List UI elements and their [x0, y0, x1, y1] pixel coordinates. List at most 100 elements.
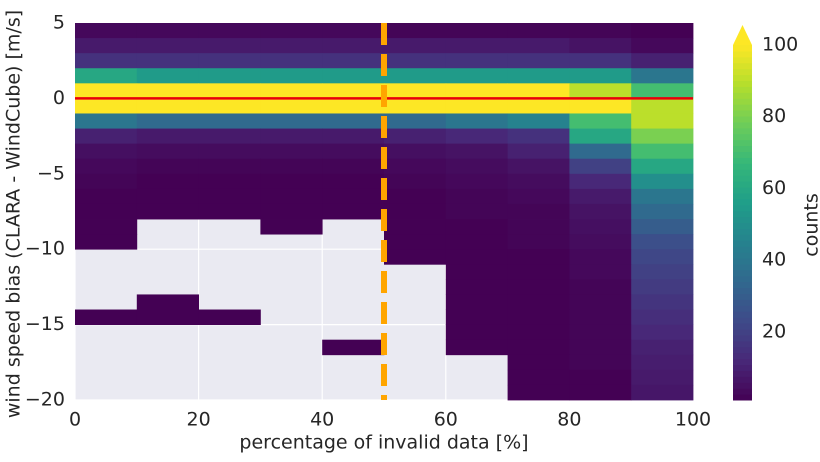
hist-cell [199, 98, 261, 113]
y-axis-label: wind speed bias (CLARA - WindCube) [m/s] [3, 10, 25, 418]
colorbar-segment [733, 134, 752, 140]
colorbar-segment [733, 294, 752, 300]
hist-cell [631, 234, 693, 249]
colorbar-segment [733, 199, 752, 205]
hist-cell [631, 68, 693, 83]
hist-cell [569, 68, 631, 83]
hist-cell [199, 174, 261, 189]
colorbar-tick-label: 80 [762, 105, 786, 127]
colorbar-segment [733, 81, 752, 87]
hist-cell [446, 264, 508, 279]
colorbar-segment [733, 98, 752, 104]
colorbar-label: counts [801, 193, 820, 257]
hist-cell [446, 219, 508, 234]
hist-cell [137, 53, 199, 68]
hist-cell [384, 189, 446, 204]
colorbar-segment [733, 205, 752, 211]
hist-cell [322, 204, 384, 219]
hist-cell [631, 53, 693, 68]
hist-cell [631, 113, 693, 128]
hist-cell [631, 159, 693, 174]
hist-cell [508, 355, 570, 370]
hist-cell [260, 68, 322, 83]
hist-cell [631, 294, 693, 309]
hist-cell [75, 113, 137, 128]
x-axis-label: percentage of invalid data [%] [239, 432, 528, 454]
hist-cell [260, 219, 322, 234]
hist-cell [322, 113, 384, 128]
hist-cell [137, 189, 199, 204]
colorbar-segment [733, 75, 752, 81]
hist-cell [569, 98, 631, 113]
hist-cell [508, 144, 570, 159]
hist-cell [446, 204, 508, 219]
y-tick-label: −15 [25, 313, 65, 335]
x-tick-label: 60 [434, 409, 458, 431]
hist-cell [322, 174, 384, 189]
hist-cell [569, 249, 631, 264]
hist-cell [137, 159, 199, 174]
hist-cell [508, 113, 570, 128]
hist-cell [631, 38, 693, 53]
hist-cell [569, 294, 631, 309]
hist-cell [384, 129, 446, 144]
hist-cell [199, 129, 261, 144]
hist-cell [75, 234, 137, 249]
hist-cell [508, 159, 570, 174]
hist-cell [260, 83, 322, 98]
hist-cell [199, 68, 261, 83]
hist-cell [508, 219, 570, 234]
colorbar-segment [733, 394, 752, 400]
hist-cell [446, 325, 508, 340]
hist-cell [75, 129, 137, 144]
colorbar-segment [733, 370, 752, 376]
hist-cell [508, 370, 570, 385]
colorbar-segment [733, 217, 752, 223]
hist-cell [260, 98, 322, 113]
hist-cell [199, 113, 261, 128]
y-tick-label: −5 [37, 162, 65, 184]
colorbar-segment [733, 329, 752, 335]
hist-cell [137, 83, 199, 98]
hist-cell [322, 68, 384, 83]
hist-cell [508, 234, 570, 249]
y-tick-label: 5 [53, 12, 65, 34]
hist-cell [631, 264, 693, 279]
hist-cell [260, 38, 322, 53]
colorbar-segment [733, 341, 752, 347]
colorbar-segment [733, 69, 752, 75]
hist-cell [75, 83, 137, 98]
hist-cell [260, 204, 322, 219]
colorbar-segment [733, 347, 752, 353]
colorbar-segment [733, 335, 752, 341]
hist-cell [508, 129, 570, 144]
hist-cell [260, 189, 322, 204]
colorbar-segment [733, 140, 752, 146]
hist-cell [137, 310, 199, 325]
colorbar-segment [733, 175, 752, 181]
hist-cell [631, 340, 693, 355]
hist-cell [199, 159, 261, 174]
hist-cell [508, 385, 570, 400]
hist-cell [384, 159, 446, 174]
colorbar-segment [733, 270, 752, 276]
hist-cell [384, 174, 446, 189]
hist-cell [260, 159, 322, 174]
colorbar-segment [733, 305, 752, 311]
hist-cell [569, 83, 631, 98]
hist-cell [260, 129, 322, 144]
hist-cell [569, 23, 631, 38]
x-tick-label: 80 [557, 409, 581, 431]
colorbar-tick-label: 100 [762, 34, 798, 56]
colorbar-segment [733, 276, 752, 282]
hist-cell [631, 325, 693, 340]
hist-cell [384, 53, 446, 68]
hist-cell [322, 38, 384, 53]
colorbar-segment [733, 359, 752, 365]
hist-cell [384, 98, 446, 113]
hist-cell [75, 68, 137, 83]
colorbar-tick-label: 60 [762, 177, 786, 199]
hist-cell [508, 53, 570, 68]
hist-cell [569, 189, 631, 204]
hist-cell [384, 68, 446, 83]
